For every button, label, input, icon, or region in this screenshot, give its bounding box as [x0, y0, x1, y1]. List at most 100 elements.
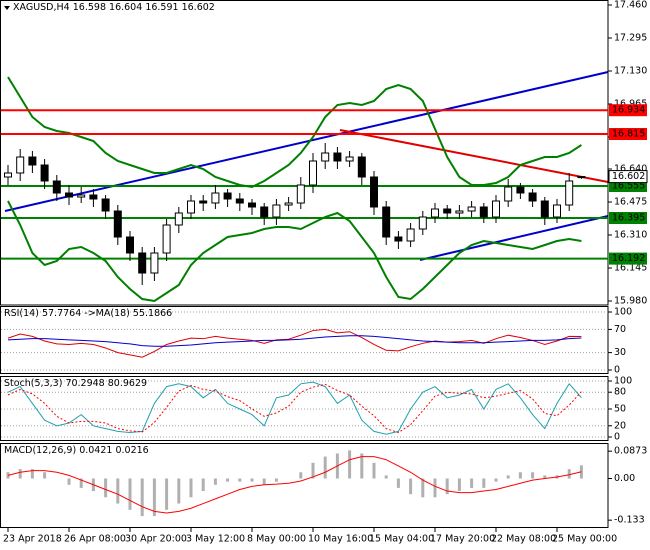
price-panel-frame — [0, 0, 609, 306]
y-tick-label: -0.133 — [614, 515, 645, 526]
candle-body — [260, 206, 269, 218]
indicator-name: Stoch(5,3,3) — [4, 378, 62, 389]
candle-body — [65, 192, 73, 198]
candle-body — [235, 198, 244, 204]
level-label: 16.555 — [612, 181, 645, 192]
candle-body — [540, 200, 549, 218]
indicator-header: RSI(14) 57.7764 ->MA(18) 55.1866 — [4, 308, 172, 319]
candle-body — [40, 164, 49, 182]
indicator-header: XAGUSD,H4 16.598 16.604 16.591 16.602 — [13, 2, 215, 13]
candle-body — [577, 176, 586, 179]
candle-body — [394, 236, 403, 242]
histogram-bar — [177, 478, 181, 504]
candle-body — [479, 206, 488, 218]
candle-body — [321, 152, 330, 162]
ohlc-value: 16.602 — [182, 2, 215, 13]
histogram-bar — [567, 469, 571, 479]
candle-body — [565, 180, 574, 206]
candle-body — [333, 152, 342, 162]
candle-body — [382, 206, 391, 238]
candle-body — [418, 216, 427, 230]
histogram-bar — [445, 478, 449, 495]
candle-body — [113, 210, 122, 238]
histogram-bar — [372, 462, 376, 479]
ohlc-value: 16.591 — [145, 2, 178, 13]
histogram-bar — [494, 478, 498, 482]
histogram-bar — [506, 475, 510, 479]
candle-body — [16, 156, 25, 174]
x-tick-label: 25 May 00:00 — [552, 534, 617, 545]
y-tick-label: 100 — [614, 376, 632, 387]
histogram-bar — [238, 478, 242, 482]
y-tick-label: 0 — [614, 432, 620, 443]
histogram-bar — [116, 478, 120, 504]
histogram-bar — [543, 475, 547, 479]
histogram-bar — [409, 478, 413, 495]
y-tick-label: 0.0873 — [614, 446, 647, 457]
x-tick-label: 15 May 04:00 — [369, 534, 434, 545]
symbol: XAGUSD,H4 — [13, 2, 70, 13]
indicator-header: MACD(12,26,9) 0.0421 0.0216 — [4, 445, 149, 456]
candle-body — [52, 180, 61, 194]
candle-body — [504, 186, 513, 202]
histogram-bar — [189, 478, 193, 498]
histogram-bar — [213, 478, 217, 485]
histogram-bar — [531, 472, 535, 479]
ohlc-value: 16.598 — [73, 2, 106, 13]
histogram-bar — [226, 478, 230, 482]
y-tick-label: 100 — [614, 307, 632, 318]
indicator-value: 0.0421 — [79, 445, 112, 456]
candle-body — [284, 202, 293, 206]
indicator-name: RSI(14) — [4, 308, 39, 319]
y-tick-label: 16.310 — [614, 230, 647, 241]
x-tick-label: 17 May 20:00 — [430, 534, 495, 545]
histogram-bar — [421, 478, 425, 498]
candle-body — [272, 204, 281, 218]
candle-body — [150, 252, 159, 274]
candle-body — [296, 184, 305, 204]
histogram-bar — [384, 475, 388, 479]
x-tick-label: 3 May 12:00 — [186, 534, 245, 545]
histogram-bar — [518, 472, 522, 479]
indicator-value: 55.1866 — [133, 308, 172, 319]
candle-body — [162, 224, 171, 254]
indicator-line — [7, 383, 582, 434]
histogram-bar — [140, 478, 144, 517]
level-label-box — [609, 212, 647, 224]
candle-body — [138, 252, 147, 274]
x-tick-label: 30 Apr 20:00 — [125, 534, 187, 545]
candle-body — [211, 192, 220, 204]
histogram-bar — [348, 450, 352, 479]
candle-body — [126, 236, 134, 254]
histogram-bar — [299, 472, 303, 479]
x-tick-label: 23 Apr 2018 — [3, 534, 62, 545]
trend-line — [4, 71, 609, 212]
candle-body — [89, 194, 98, 200]
candle-body — [345, 156, 354, 162]
y-tick-label: 16.145 — [614, 263, 647, 274]
candle-body — [370, 176, 378, 208]
histogram-bar — [396, 478, 400, 488]
histogram-bar — [6, 472, 10, 479]
candle-body — [553, 204, 561, 218]
indicator-value: 57.7764 — [42, 308, 81, 319]
y-tick-label: 17.295 — [614, 33, 647, 44]
level-label: 16.934 — [612, 105, 645, 116]
histogram-bar — [165, 478, 169, 510]
trend-line — [419, 215, 609, 261]
indicator-value: 70.2948 — [65, 378, 104, 389]
y-tick-label: 16.475 — [614, 197, 647, 208]
indicator-line — [7, 381, 582, 435]
histogram-bar — [433, 478, 437, 498]
indicator-name: ->MA(18) — [84, 308, 130, 319]
candle-body — [309, 160, 317, 186]
y-tick-label: 50 — [614, 404, 626, 415]
y-tick-label: 16.640 — [614, 164, 647, 175]
histogram-bar — [104, 478, 108, 498]
trend-lines — [4, 71, 609, 261]
histogram-bar — [323, 456, 327, 479]
candle-body — [223, 192, 232, 200]
candle-body — [174, 212, 183, 226]
y-tick-label: 17.460 — [614, 0, 647, 11]
